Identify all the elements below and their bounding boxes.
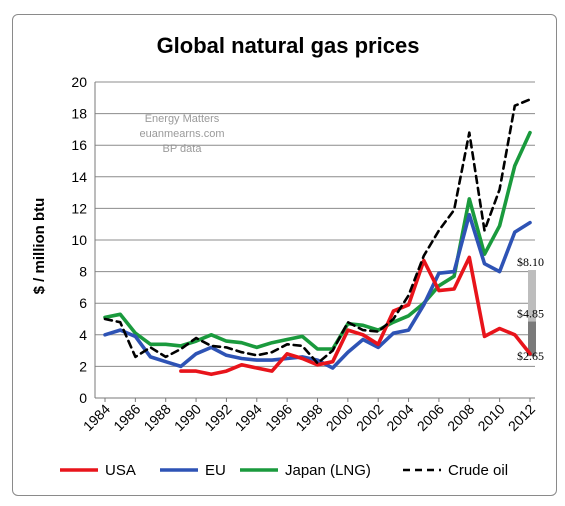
annotation-0: $8.10 bbox=[517, 255, 544, 269]
legend-label-1: EU bbox=[205, 462, 226, 479]
x-tick-label-4: 1992 bbox=[201, 401, 234, 434]
y-tick-label-7: 14 bbox=[71, 169, 87, 185]
watermark: Energy Matters euanmearns.com BP data bbox=[140, 113, 225, 155]
price-annotations: $8.10 $4.85 $2.65 bbox=[517, 255, 544, 363]
range-bar-0 bbox=[528, 321, 536, 357]
y-tick-label-6: 12 bbox=[71, 200, 87, 216]
y-tick-label-5: 10 bbox=[71, 232, 87, 248]
x-tick-label-13: 2010 bbox=[474, 401, 507, 434]
series-line-japan-lng bbox=[103, 130, 532, 351]
x-tick-label-7: 1998 bbox=[292, 401, 325, 434]
y-tick-label-0: 0 bbox=[79, 390, 87, 406]
watermark-line-2: euanmearns.com bbox=[140, 128, 225, 140]
series-lines bbox=[103, 98, 532, 377]
y-axis-label: $ / million btu bbox=[31, 198, 48, 295]
x-tick-label-12: 2008 bbox=[444, 401, 477, 434]
x-tick-label-2: 1988 bbox=[140, 401, 173, 434]
chart-title: Global natural gas prices bbox=[157, 33, 420, 58]
x-tick-label-9: 2002 bbox=[353, 401, 386, 434]
legend-label-3: Crude oil bbox=[448, 462, 508, 479]
y-tick-label-4: 8 bbox=[79, 264, 87, 280]
legend-label-2: Japan (LNG) bbox=[285, 462, 371, 479]
x-tick-label-14: 2012 bbox=[505, 401, 538, 434]
annotation-1: $4.85 bbox=[517, 306, 544, 320]
x-tick-label-3: 1990 bbox=[171, 401, 204, 434]
watermark-line-1: Energy Matters bbox=[145, 113, 220, 125]
x-tick-label-10: 2004 bbox=[383, 401, 416, 434]
series-line-usa bbox=[179, 255, 532, 377]
axes bbox=[94, 82, 535, 402]
y-tick-label-2: 4 bbox=[79, 327, 87, 343]
range-bars bbox=[528, 270, 536, 357]
x-tick-label-5: 1994 bbox=[232, 401, 265, 434]
x-tick-label-8: 2000 bbox=[323, 401, 356, 434]
y-tick-labels: 0 2 4 6 8 10 12 14 16 18 20 bbox=[71, 74, 87, 406]
x-tick-label-6: 1996 bbox=[262, 401, 295, 434]
legend: USA EU Japan (LNG) Crude oil bbox=[60, 462, 508, 479]
series-line-crude-oil bbox=[103, 98, 532, 365]
watermark-line-3: BP data bbox=[163, 143, 203, 155]
x-tick-labels: 1984198619881990199219941996199820002002… bbox=[80, 401, 538, 434]
x-tick-label-1: 1986 bbox=[110, 401, 143, 434]
y-tick-label-9: 18 bbox=[71, 106, 87, 122]
y-tick-label-1: 2 bbox=[79, 358, 87, 374]
range-bar-1 bbox=[528, 270, 536, 322]
series-line-eu bbox=[103, 212, 532, 370]
x-tick-label-11: 2006 bbox=[414, 401, 447, 434]
y-tick-label-3: 6 bbox=[79, 295, 87, 311]
chart-area-border bbox=[12, 14, 557, 496]
y-tick-label-8: 16 bbox=[71, 137, 87, 153]
legend-label-0: USA bbox=[105, 462, 136, 479]
y-tick-label-10: 20 bbox=[71, 74, 87, 90]
annotation-2: $2.65 bbox=[517, 349, 544, 363]
